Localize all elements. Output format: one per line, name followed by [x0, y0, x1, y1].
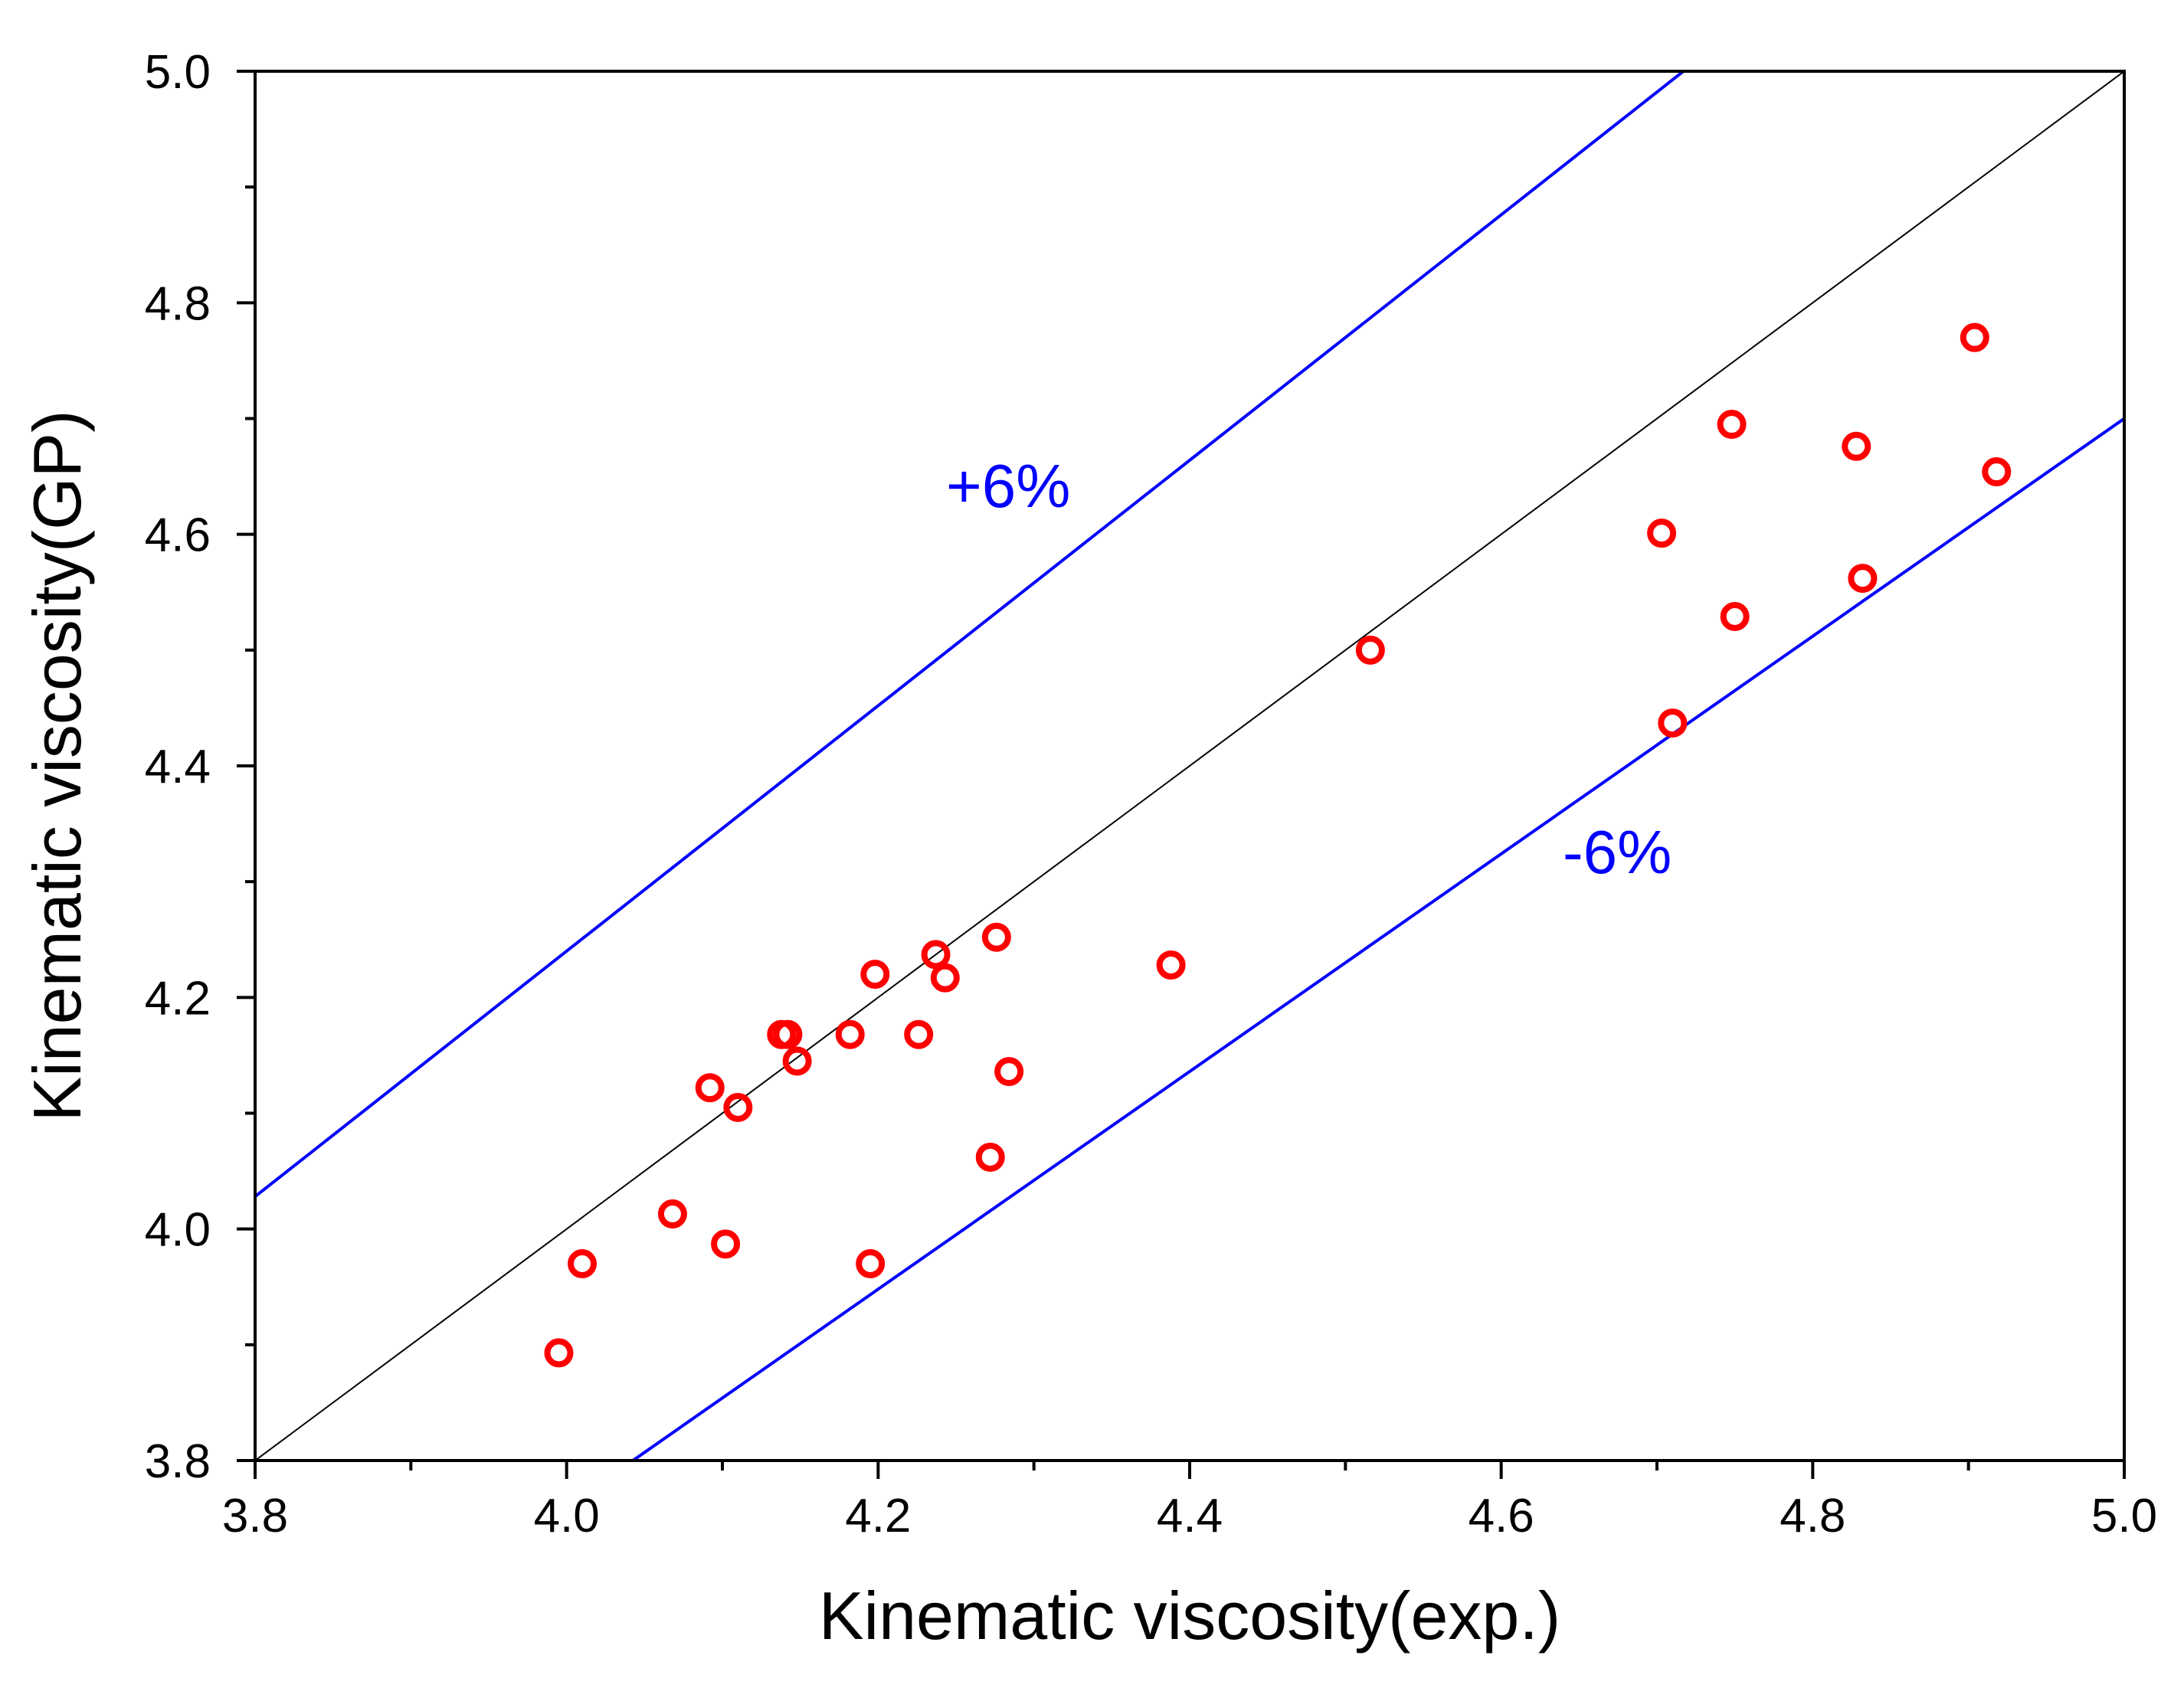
data-point — [1717, 410, 1747, 440]
reference-line — [255, 71, 2124, 1461]
data-point — [1842, 431, 1871, 461]
data-point — [657, 1199, 687, 1229]
data-point — [1647, 519, 1677, 548]
data-point — [904, 1019, 934, 1049]
data-point — [975, 1142, 1005, 1172]
y-tick-label: 5.0 — [145, 46, 211, 99]
y-tick-label: 3.8 — [145, 1435, 211, 1488]
y-tick-label: 4.2 — [145, 972, 211, 1025]
data-point — [921, 940, 951, 970]
y-tick-label: 4.8 — [145, 277, 211, 330]
data-point — [1658, 708, 1688, 738]
data-point — [1720, 601, 1750, 631]
data-point — [835, 1019, 865, 1049]
data-point — [860, 960, 890, 990]
data-point — [782, 1046, 812, 1076]
y-tick-label: 4.4 — [145, 741, 211, 793]
upper-band-line — [255, 71, 1686, 1198]
data-point — [1848, 564, 1878, 594]
x-tick-label: 4.8 — [1780, 1490, 1845, 1542]
x-tick-label: 5.0 — [2091, 1490, 2157, 1542]
data-point — [568, 1249, 597, 1279]
data-point — [711, 1229, 741, 1259]
lower-band-label: -6% — [1563, 818, 1672, 886]
x-axis-label: Kinematic viscosity(exp.) — [819, 1578, 1560, 1654]
lower-band-line — [630, 417, 2124, 1461]
data-point — [544, 1338, 574, 1368]
data-point — [856, 1249, 886, 1279]
data-point — [1982, 457, 2012, 487]
data-point — [1960, 322, 1989, 352]
data-point — [994, 1057, 1024, 1087]
data-point — [1355, 635, 1385, 665]
y-axis-label: Kinematic viscosity(GP) — [19, 410, 95, 1121]
x-tick-label: 3.8 — [222, 1490, 288, 1542]
data-point — [695, 1073, 725, 1103]
data-point — [723, 1092, 753, 1122]
data-point — [773, 1019, 803, 1049]
x-tick-label: 4.4 — [1157, 1490, 1223, 1542]
data-point — [930, 963, 960, 993]
y-tick-label: 4.0 — [145, 1204, 211, 1257]
x-tick-label: 4.2 — [845, 1490, 911, 1542]
x-tick-label: 4.0 — [534, 1490, 600, 1542]
x-tick-label: 4.6 — [1469, 1490, 1534, 1542]
data-point — [981, 922, 1011, 952]
data-point — [1156, 950, 1186, 980]
upper-band-label: +6% — [946, 452, 1070, 520]
y-tick-label: 4.6 — [145, 509, 211, 562]
